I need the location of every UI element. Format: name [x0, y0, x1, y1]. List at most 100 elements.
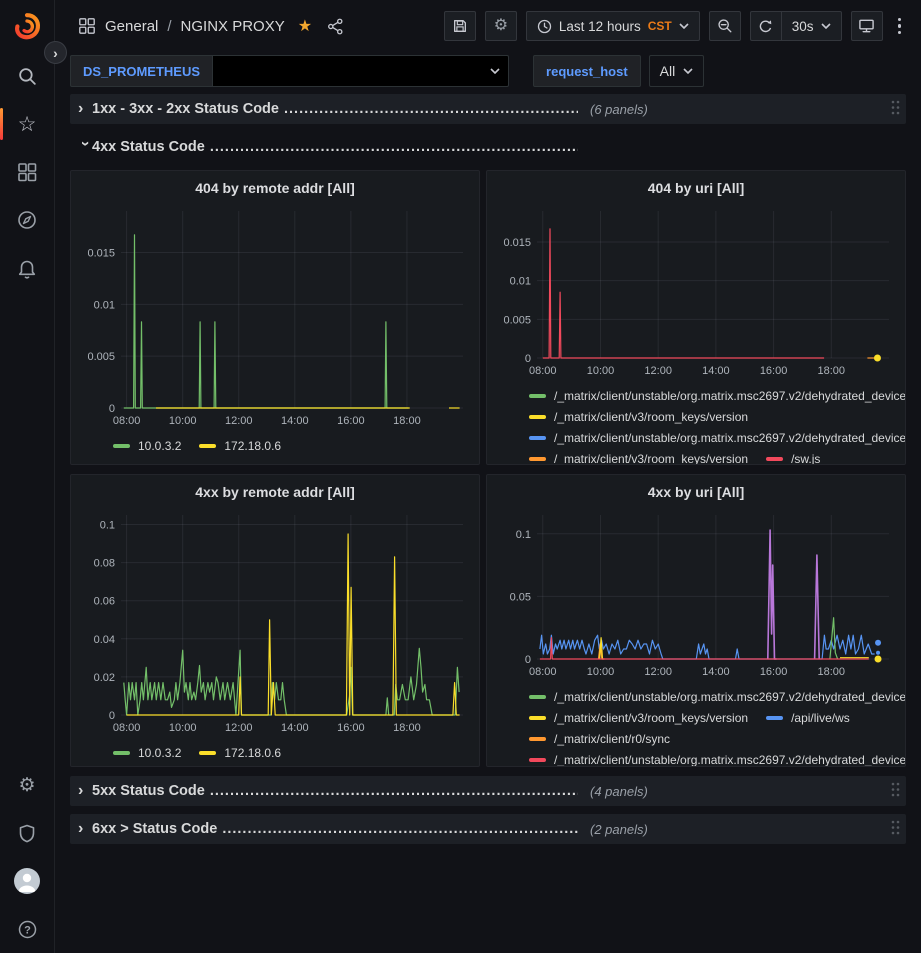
refresh-interval-picker[interactable]: 30s [781, 11, 842, 41]
refresh-icon [759, 19, 772, 32]
svg-text:18:00: 18:00 [393, 722, 421, 734]
legend-label: /sw.js [791, 452, 821, 465]
chart-canvas[interactable]: 0 0.02 0.04 0.06 0.08 0.1 08:00 10:00 12:00 14:00… [79, 507, 471, 740]
share-icon[interactable] [327, 18, 344, 35]
row-header-6xx[interactable]: › 6xx > Status Code ....................… [70, 814, 906, 844]
legend-item[interactable]: /sw.js [766, 452, 821, 465]
legend-item[interactable]: /_matrix/client/unstable/org.matrix.msc2… [529, 753, 906, 767]
sidebar-item-help[interactable]: ? [0, 905, 55, 953]
dashboard-scroll-area[interactable]: › 1xx - 3xx - 2xx Status Code ..........… [56, 90, 921, 844]
chart-canvas[interactable]: 0 0.005 0.01 0.015 08:00 10:00 12:00 14:00 16:00… [495, 203, 897, 383]
svg-text:0.05: 0.05 [510, 591, 531, 603]
variable-request-host-value: All [659, 63, 676, 79]
svg-text:0.1: 0.1 [100, 520, 115, 532]
zoom-out-time-button[interactable] [708, 11, 741, 41]
legend-item[interactable]: 172.18.0.6 [199, 439, 281, 453]
legend-item[interactable]: /_matrix/client/unstable/org.matrix.msc2… [529, 690, 905, 704]
row-drag-handle[interactable] [890, 99, 900, 116]
legend-label: /_matrix/client/v3/room_keys/version [554, 452, 749, 465]
legend-item[interactable]: 10.0.3.2 [113, 746, 181, 760]
sidebar-item-explore[interactable] [0, 196, 55, 244]
svg-text:0: 0 [109, 710, 115, 722]
row-title: 4xx Status Code [92, 139, 205, 155]
sidebar-item-dashboards[interactable] [0, 148, 55, 196]
legend-label: 10.0.3.2 [138, 439, 182, 453]
time-range-picker[interactable]: Last 12 hours CST [525, 11, 700, 41]
dashboard-title[interactable]: NGINX PROXY [180, 17, 285, 35]
legend-item[interactable]: /_matrix/client/unstable/org.matrix.msc2… [529, 389, 905, 403]
panel-title[interactable]: 404 by uri [All] [647, 180, 745, 196]
svg-text:16:00: 16:00 [337, 415, 365, 427]
panel-title[interactable]: 404 by remote addr [All] [195, 180, 355, 196]
refresh-button[interactable] [749, 11, 782, 41]
svg-text:14:00: 14:00 [281, 722, 309, 734]
legend-swatch [529, 457, 546, 461]
svg-text:0.005: 0.005 [503, 314, 531, 326]
svg-text:0: 0 [525, 654, 531, 666]
legend-label: /_matrix/client/v3/room_keys/version [554, 711, 749, 725]
sidebar-item-search[interactable] [0, 52, 55, 100]
legend-swatch [113, 444, 130, 448]
svg-text:10:00: 10:00 [169, 415, 197, 427]
timezone-label: CST [647, 19, 672, 33]
legend-item[interactable]: /api/live/ws [766, 711, 850, 725]
row-header-4xx[interactable]: › 4xx Status Code ......................… [70, 132, 906, 162]
dashboards-grid-icon [18, 163, 37, 182]
legend-item[interactable]: 10.0.3.2 [113, 439, 181, 453]
row-drag-handle[interactable] [890, 781, 900, 798]
legend-label: /_matrix/client/unstable/org.matrix.msc2… [554, 431, 906, 445]
legend-item[interactable]: 172.18.0.6 [199, 746, 281, 760]
panel-title[interactable]: 4xx by uri [All] [647, 484, 745, 500]
variable-request-host-dropdown[interactable]: All [648, 55, 705, 87]
sidebar-item-starred[interactable]: ☆ [0, 100, 55, 148]
chevron-right-icon: › [78, 100, 84, 117]
legend-item[interactable]: /_matrix/client/v3/room_keys/version [529, 452, 749, 465]
row-header-5xx[interactable]: › 5xx Status Code ......................… [70, 776, 906, 806]
legend-swatch [529, 695, 546, 699]
sidebar-item-profile[interactable] [0, 857, 55, 905]
variable-ds-prometheus: DS_PROMETHEUS [70, 55, 510, 87]
legend-item[interactable]: /_matrix/client/r0/sync [529, 732, 670, 746]
shield-icon [19, 824, 35, 842]
sidebar-item-server-admin[interactable] [0, 809, 55, 857]
svg-text:14:00: 14:00 [281, 415, 309, 427]
legend-item[interactable]: /_matrix/client/unstable/org.matrix.msc2… [529, 431, 906, 445]
row-header-1xx-3xx-2xx[interactable]: › 1xx - 3xx - 2xx Status Code ..........… [70, 94, 906, 124]
legend-item[interactable]: /_matrix/client/v3/room_keys/version [529, 711, 748, 725]
svg-text:18:00: 18:00 [818, 666, 846, 678]
chart-canvas[interactable]: 0 0.05 0.1 08:00 10:00 12:00 14:00 16:00 18:00 [495, 507, 897, 684]
chart-legend: 10.0.3.2 172.18.0.6 [79, 433, 471, 457]
panel-404-by-remote-addr: 404 by remote addr [All] 0 0.005 0.01 0.015… [70, 170, 480, 465]
more-options-kebab-menu[interactable] [892, 14, 908, 39]
dashboard-toolbar: ⚙ Last 12 hours CST [443, 11, 908, 41]
legend-item[interactable]: /_matrix/client/v3/room_keys/version [529, 410, 748, 424]
avatar-person-icon [18, 873, 36, 892]
sidebar-expand-button[interactable]: › [44, 41, 67, 64]
legend-label: /_matrix/client/r0/sync [554, 732, 671, 746]
legend-label: 10.0.3.2 [138, 746, 182, 760]
panel-title[interactable]: 4xx by remote addr [All] [195, 484, 355, 500]
svg-text:0.08: 0.08 [94, 558, 115, 570]
save-dashboard-button[interactable] [443, 11, 476, 41]
sidebar-item-configuration[interactable]: ⚙ [0, 761, 55, 809]
svg-text:?: ? [24, 924, 31, 936]
legend-label: /_matrix/client/unstable/org.matrix.msc2… [554, 753, 906, 767]
svg-text:18:00: 18:00 [818, 365, 846, 377]
dashboard-settings-button[interactable]: ⚙ [484, 11, 517, 41]
legend-swatch [113, 751, 130, 755]
row-leader-dots: ........................................… [209, 783, 578, 799]
variable-value-dropdown-redacted[interactable] [212, 55, 510, 87]
star-outline-icon: ☆ [17, 112, 37, 136]
svg-text:14:00: 14:00 [702, 365, 730, 377]
favorite-star-icon[interactable]: ★ [297, 18, 313, 35]
chart-canvas[interactable]: 0 0.005 0.01 0.015 08:00 10:00 12:00 14:00 16:00… [79, 203, 471, 433]
breadcrumb-section[interactable]: General [105, 17, 159, 35]
grafana-logo[interactable] [0, 0, 55, 52]
svg-text:10:00: 10:00 [169, 722, 197, 734]
row-drag-handle[interactable] [890, 819, 900, 836]
tv-mode-button[interactable] [850, 11, 883, 41]
apps-grid-icon[interactable] [78, 17, 96, 35]
sidebar-item-alerting[interactable] [0, 244, 55, 292]
svg-text:0.01: 0.01 [510, 276, 531, 288]
zoom-out-icon [718, 19, 732, 33]
